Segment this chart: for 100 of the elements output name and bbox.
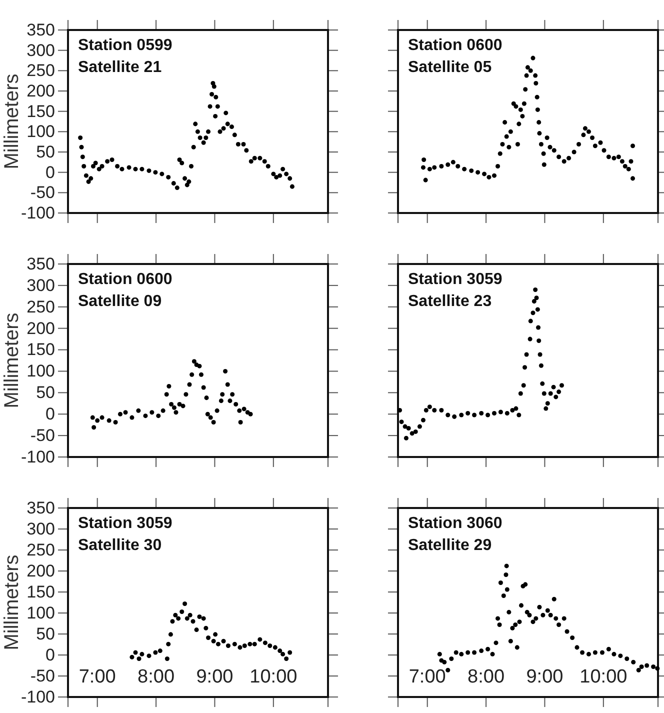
point (533, 287, 538, 292)
point (510, 408, 515, 413)
point (280, 652, 286, 656)
point (517, 620, 522, 624)
point (492, 411, 497, 416)
point (278, 648, 282, 654)
point (136, 408, 141, 413)
point (237, 408, 242, 413)
point (527, 612, 532, 618)
point (534, 296, 539, 300)
y-tick-label: -50 (30, 183, 55, 202)
point (204, 626, 208, 630)
point (201, 385, 206, 390)
point (545, 401, 550, 406)
y-tick-label: 250 (26, 61, 55, 80)
point (168, 632, 173, 637)
point (528, 318, 533, 324)
point (639, 664, 644, 670)
point (180, 609, 184, 614)
point (417, 424, 422, 429)
point (252, 642, 257, 646)
y-tick-label: 300 (26, 40, 55, 60)
y-tick-label: 150 (26, 340, 55, 360)
point (540, 381, 545, 386)
point (130, 415, 134, 420)
x-tick-label: 10:00 (250, 666, 298, 688)
point (106, 418, 112, 423)
y-tick-label: -100 (20, 203, 55, 222)
point (218, 398, 224, 404)
chart-title: Station 0600 (78, 271, 172, 288)
point (223, 368, 228, 374)
y-tick-label: 100 (26, 122, 55, 142)
point (174, 410, 178, 415)
y-tick-label: 350 (26, 498, 55, 518)
point (226, 644, 230, 648)
chart-title: Station 3060 (408, 515, 502, 532)
point (197, 364, 202, 368)
point (172, 405, 176, 410)
point (534, 616, 538, 621)
point (402, 424, 408, 429)
point (248, 412, 253, 416)
point (143, 414, 148, 418)
point (220, 392, 225, 397)
x-tick-label: 8:00 (138, 666, 175, 688)
point (100, 415, 104, 420)
point (536, 325, 541, 330)
point (177, 402, 182, 406)
point (510, 626, 515, 630)
point (184, 392, 188, 397)
point (194, 628, 199, 632)
point (284, 656, 289, 662)
point (133, 650, 138, 655)
point (262, 640, 268, 646)
point (238, 420, 243, 425)
y-tick-label: 0 (46, 162, 55, 182)
point (424, 408, 428, 413)
point (170, 619, 175, 624)
point (556, 622, 562, 628)
point (130, 654, 134, 660)
point (508, 638, 513, 644)
point (545, 608, 550, 613)
point (201, 616, 206, 621)
point (214, 408, 220, 413)
point (496, 616, 500, 621)
x-tick-label: 7:00 (408, 666, 446, 688)
point (404, 436, 408, 440)
point (556, 390, 562, 394)
x-tick-label: 7:00 (78, 666, 116, 688)
point (442, 660, 447, 664)
point (213, 632, 218, 637)
y-tick-label: 200 (26, 81, 55, 100)
text: Satellite 23 (408, 293, 492, 310)
point (176, 616, 181, 621)
point (211, 638, 216, 644)
point (548, 612, 553, 618)
point (524, 352, 529, 357)
point (466, 411, 470, 416)
point (230, 392, 235, 397)
point (439, 408, 444, 413)
x-tick-label: 9:00 (526, 666, 564, 688)
y-tick-label: -100 (20, 687, 55, 706)
y-tick-label: 200 (26, 318, 55, 338)
text: Satellite 09 (78, 293, 162, 310)
text: Satellite 30 (78, 537, 162, 554)
point (459, 652, 464, 656)
y-axis-title: Millimeters (1, 554, 23, 650)
point (562, 616, 566, 621)
x-tick-label: 10:00 (580, 666, 628, 688)
point (123, 410, 128, 415)
point (618, 654, 623, 658)
point (514, 406, 518, 411)
point (504, 587, 510, 592)
point (205, 412, 210, 416)
point (410, 431, 414, 436)
point (118, 412, 122, 416)
point (651, 664, 656, 670)
point (90, 415, 95, 420)
point (454, 650, 458, 655)
point (204, 396, 209, 400)
point (559, 383, 564, 388)
